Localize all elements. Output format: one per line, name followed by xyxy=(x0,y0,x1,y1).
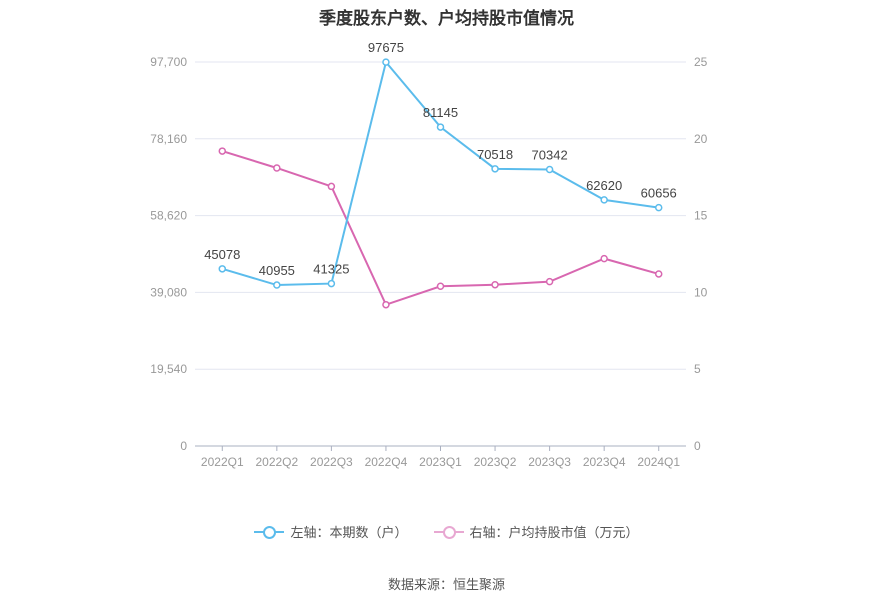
left-series-point[interactable] xyxy=(382,58,390,66)
left-series-point[interactable] xyxy=(273,281,281,289)
legend-label-right: 右轴：户均持股市值（万元） xyxy=(469,525,639,540)
gridlines xyxy=(195,61,686,370)
series-right-line xyxy=(218,147,663,309)
right-series-point[interactable] xyxy=(436,282,445,291)
right-series-point[interactable] xyxy=(545,277,554,286)
left-series-point[interactable] xyxy=(654,203,663,212)
left-tick-label: 97,700 xyxy=(150,55,187,69)
right-series-point[interactable] xyxy=(491,280,499,289)
data-label: 81145 xyxy=(423,105,458,120)
chart-title: 季度股东户数、户均持股市值情况 xyxy=(319,9,574,28)
right-series-point[interactable] xyxy=(600,254,608,263)
left-series-point[interactable] xyxy=(327,279,336,288)
x-tick-label: 2022Q4 xyxy=(365,455,408,469)
x-tick-label: 2023Q4 xyxy=(583,455,626,469)
right-tick-label: 5 xyxy=(694,362,701,376)
x-tick-label: 2023Q3 xyxy=(528,455,571,469)
x-tick-label: 2023Q2 xyxy=(474,455,517,469)
data-labels: 45078 40955 41325 97675 81145 70518 70342 62620… xyxy=(204,40,677,278)
data-source: 数据来源：恒生聚源 xyxy=(387,577,505,592)
data-label: 40955 xyxy=(259,263,295,278)
right-series-point[interactable] xyxy=(327,182,336,191)
data-label: 70518 xyxy=(477,147,513,162)
right-series-point[interactable] xyxy=(654,270,663,278)
right-tick-label: 15 xyxy=(694,209,708,223)
right-series-line xyxy=(221,150,659,306)
x-tick-label: 2024Q1 xyxy=(637,455,680,469)
legend: 左轴：本期数（户） 右轴：户均持股市值（万元） xyxy=(0,522,893,541)
left-series-point[interactable] xyxy=(491,165,499,173)
left-series-point[interactable] xyxy=(436,123,445,131)
x-tick-label: 2023Q1 xyxy=(419,455,462,469)
data-label: 70342 xyxy=(532,148,568,163)
right-tick-label: 0 xyxy=(694,439,701,453)
data-label: 45078 xyxy=(204,247,240,262)
left-series-point[interactable] xyxy=(545,165,554,174)
right-tick-label: 25 xyxy=(694,55,708,69)
left-tick-label: 19,540 xyxy=(150,362,187,376)
left-tick-label: 0 xyxy=(180,439,187,453)
left-tick-label: 58,620 xyxy=(150,209,187,223)
right-tick-label: 10 xyxy=(694,285,708,299)
right-series-point[interactable] xyxy=(273,164,281,172)
data-label: 97675 xyxy=(368,40,404,55)
data-label: 60656 xyxy=(641,186,677,201)
right-series-point[interactable] xyxy=(218,147,227,155)
left-series-line xyxy=(221,59,659,287)
legend-item-right-series[interactable]: 右轴：户均持股市值（万元） xyxy=(433,522,639,541)
right-series-point[interactable] xyxy=(382,300,390,309)
left-series-point[interactable] xyxy=(600,196,608,204)
x-tick-label: 2022Q1 xyxy=(201,455,244,469)
left-axis-ticks: 0 19,540 39,080 58,620 78,160 97,700 xyxy=(150,55,187,453)
left-tick-label: 78,160 xyxy=(150,132,187,146)
right-axis-ticks: 0 5 10 15 20 25 xyxy=(694,55,708,453)
data-label: 41325 xyxy=(313,262,349,277)
series-left-line xyxy=(218,58,663,289)
legend-swatch-left xyxy=(254,525,285,539)
legend-label-left: 左轴：本期数（户） xyxy=(290,525,408,540)
right-tick-label: 20 xyxy=(694,132,708,146)
legend-item-left-series[interactable]: 左轴：本期数（户） xyxy=(254,522,408,541)
data-label: 62620 xyxy=(586,178,622,193)
left-series-point[interactable] xyxy=(218,265,227,273)
x-tick-label: 2022Q3 xyxy=(310,455,353,469)
left-tick-label: 39,080 xyxy=(150,285,187,299)
x-axis: 2022Q1 2022Q2 2022Q3 2022Q4 2023Q1 2023Q2 2023… xyxy=(195,445,686,469)
x-tick-label: 2022Q2 xyxy=(255,455,298,469)
legend-swatch-right xyxy=(433,525,464,539)
